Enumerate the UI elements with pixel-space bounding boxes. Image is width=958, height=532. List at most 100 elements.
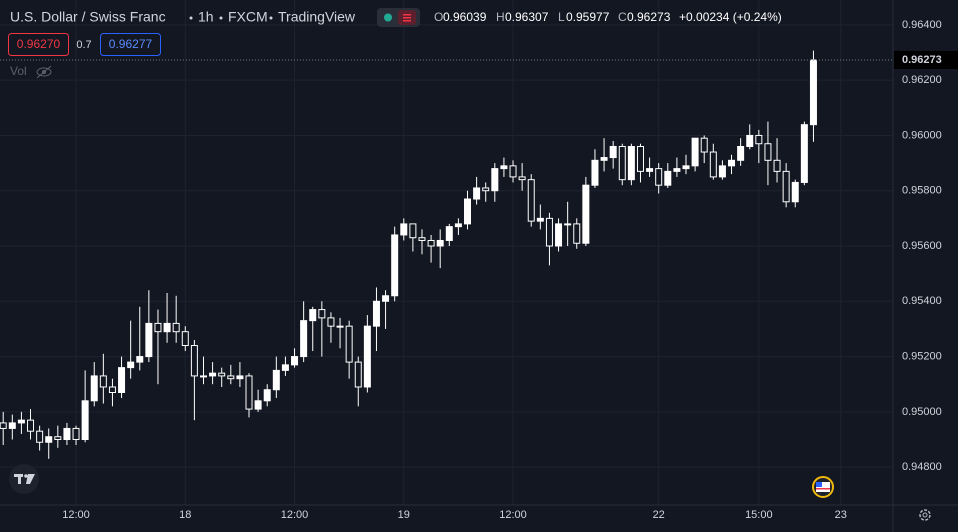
candle-body — [618, 145, 626, 181]
candle — [8, 414, 16, 440]
candle — [582, 176, 590, 247]
candle-body — [209, 372, 217, 377]
y-tick-label: 0.95800 — [902, 185, 942, 197]
candle-body — [272, 369, 280, 391]
y-tick-label: 0.95400 — [902, 295, 942, 307]
x-tick-label: 15:00 — [745, 509, 773, 521]
candle-body — [300, 320, 308, 358]
candle-body — [318, 309, 326, 319]
candle — [63, 422, 71, 446]
candle-body — [655, 168, 663, 186]
candle — [655, 163, 663, 194]
volume-visibility-toggle[interactable] — [36, 65, 52, 79]
candle — [491, 163, 499, 202]
logo-shape — [24, 474, 28, 478]
candle — [746, 124, 754, 150]
ohlc-key: C — [618, 10, 627, 24]
candle-body — [545, 217, 553, 247]
last-price-label: 0.96273 — [902, 54, 942, 66]
ohlc-value: 0.96039 — [443, 10, 487, 24]
candle — [500, 157, 508, 177]
candle — [199, 356, 207, 385]
candle-body — [17, 419, 25, 424]
candle — [391, 226, 399, 302]
x-tick-label: 23 — [835, 509, 847, 521]
candle-body — [627, 145, 635, 181]
gear — [919, 509, 931, 521]
candle-body — [354, 361, 362, 388]
candle — [737, 138, 745, 166]
candle — [54, 425, 62, 448]
events-flag[interactable] — [812, 476, 834, 498]
candle-body — [755, 134, 763, 145]
settings-button[interactable] — [919, 509, 931, 521]
candle — [646, 157, 654, 177]
candle — [154, 309, 162, 385]
ask-price: 0.96277 — [109, 37, 153, 51]
candle — [464, 190, 472, 230]
y-tick-label: 0.95000 — [902, 406, 942, 418]
candle-body — [582, 184, 590, 244]
candle-body — [809, 59, 817, 126]
candle — [36, 425, 44, 451]
candle — [436, 229, 444, 269]
candle — [609, 140, 617, 169]
candle — [127, 320, 135, 379]
candle — [555, 218, 563, 252]
x-tick-label: 22 — [653, 509, 665, 521]
candle-body — [254, 400, 262, 410]
candle-body — [518, 176, 526, 181]
candle — [664, 163, 672, 188]
candle-body — [54, 436, 62, 440]
candle — [755, 129, 763, 164]
candle — [773, 138, 781, 183]
candle — [90, 362, 98, 407]
candle — [291, 348, 299, 368]
candle-body — [791, 181, 799, 203]
candle-body — [108, 386, 116, 394]
candle — [673, 157, 681, 177]
candle — [318, 301, 326, 357]
axes: 0.94800 0.95000 0.95200 0.95400 0.95600 0.958… — [62, 19, 958, 521]
candle — [718, 160, 726, 180]
y-tick-label: 0.95600 — [902, 240, 942, 252]
candle — [281, 356, 289, 376]
buy-box — [100, 33, 161, 56]
candle — [181, 326, 189, 352]
candle-body — [454, 223, 462, 228]
icon-bar — [403, 17, 411, 19]
candle-body — [190, 345, 198, 377]
candle-body — [90, 375, 98, 402]
candle — [17, 411, 25, 434]
candle-body — [764, 143, 772, 161]
interval[interactable]: 1h — [198, 9, 214, 25]
candle-body — [363, 325, 371, 388]
candle — [536, 204, 544, 230]
candle-body — [664, 170, 672, 186]
candle-body — [218, 372, 226, 377]
y-tick-label: 0.96400 — [902, 19, 942, 31]
status-toggle[interactable] — [377, 8, 420, 27]
candle-body — [673, 168, 681, 172]
ohlc-value: 0.96307 — [505, 10, 549, 24]
sell-button[interactable]: 0.96270 — [8, 33, 69, 56]
candle-body — [382, 295, 390, 302]
bid-price: 0.96270 — [17, 37, 61, 51]
candle — [545, 212, 553, 266]
candle-body — [691, 137, 699, 167]
candle — [0, 411, 7, 446]
candle-body — [700, 137, 708, 153]
candle-body — [564, 223, 572, 226]
buy-button[interactable]: 0.96277 — [100, 33, 161, 56]
candle — [527, 174, 535, 227]
candle — [618, 143, 626, 186]
x-tick-label: 12:00 — [281, 509, 309, 521]
tradingview-logo[interactable] — [9, 464, 39, 494]
candle-body — [527, 179, 535, 222]
candle — [272, 356, 280, 399]
change: +0.00234 (+0.24%) — [679, 10, 782, 24]
candle — [309, 306, 317, 352]
candle — [236, 362, 244, 387]
sell-box — [8, 33, 69, 56]
